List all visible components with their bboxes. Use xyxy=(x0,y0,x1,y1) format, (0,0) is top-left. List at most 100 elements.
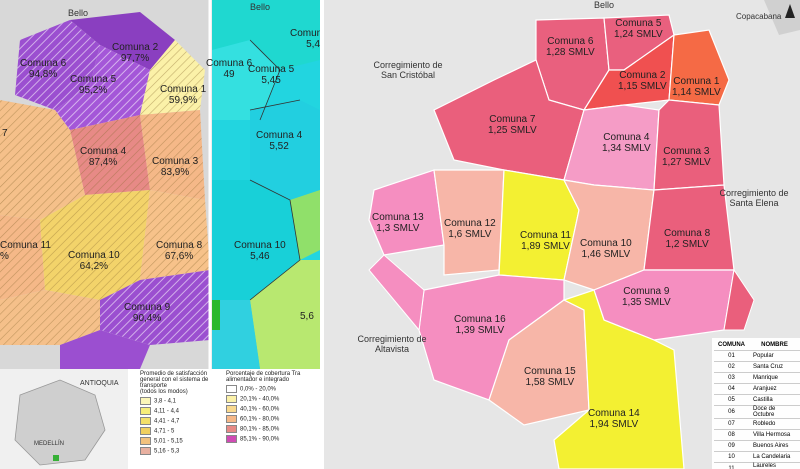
mid-comuna-label: Comuna 4 5,52 xyxy=(256,130,303,152)
legend-satisfaction-item: 3,8 - 4,1 xyxy=(140,397,220,405)
ref-header-comuna: COMUNA xyxy=(714,340,749,351)
right-comuna-label: Comuna 14 1,94 SMLV xyxy=(588,408,640,430)
place-altavista: Corregimiento de Altavista xyxy=(357,334,427,354)
right-comuna-label: Comuna 16 1,39 SMLV xyxy=(454,314,506,336)
right-comuna-label: Comuna 8 1,2 SMLV xyxy=(664,228,711,250)
left-comuna-2 xyxy=(70,12,175,70)
right-comuna-label: Comuna 1 1,14 SMLV xyxy=(672,76,721,98)
legend-coverage-title: Porcentaje de cobertura Tra alimentador … xyxy=(226,371,301,383)
place-san-cristobal: Corregimiento de San Cristóbal xyxy=(373,60,443,80)
ref-cell-code: 04 xyxy=(714,383,749,395)
legend-coverage-item: 20,1% - 40,0% xyxy=(226,395,320,403)
right-comuna-13 xyxy=(368,169,445,256)
ref-cell-name: Robledo xyxy=(749,418,800,430)
mid-comuna-label: Comuna 6 49 xyxy=(206,58,253,80)
right-comuna-3 xyxy=(653,99,725,191)
ref-cell-name: Manrique xyxy=(749,372,800,384)
legend-satisfaction-label: 4,71 - 5 xyxy=(154,428,175,435)
legend-satisfaction: Promedio de satisfacción general con el … xyxy=(140,371,220,457)
right-comuna-label: Comuna 12 1,6 SMLV xyxy=(444,218,496,240)
legend-coverage-label: 80,1% - 85,0% xyxy=(240,426,280,433)
table-row: 06 Doce de Octubre xyxy=(714,405,800,419)
legend-coverage-item: 85,1% - 90,0% xyxy=(226,435,320,443)
legend-coverage-label: 0,0% - 20,0% xyxy=(240,386,277,393)
legend-coverage-item: 80,1% - 85,0% xyxy=(226,425,320,433)
legend-satisfaction-items: 3,8 - 4,1 4,11 - 4,4 4,41 - 4,7 4,71 - 5 5,0… xyxy=(140,397,220,455)
table-row: 03 Manrique xyxy=(714,372,800,384)
right-comuna-label: Comuna 4 1,34 SMLV xyxy=(602,132,651,154)
table-row: 04 Aranjuez xyxy=(714,383,800,395)
left-comuna-label: Comuna 5 95,2% xyxy=(70,74,117,96)
legend-coverage-swatch xyxy=(226,395,237,403)
inset-antioquia-shape xyxy=(14,379,106,466)
ref-cell-code: 11 xyxy=(714,462,749,469)
north-arrow-icon xyxy=(785,4,795,18)
legend-satisfaction-label: 4,41 - 4,7 xyxy=(154,418,180,425)
legend-satisfaction-item: 4,11 - 4,4 xyxy=(140,407,220,415)
ref-cell-code: 09 xyxy=(714,440,749,452)
ref-cell-code: 07 xyxy=(714,418,749,430)
left-comuna-label: Comuna 9 90,4% xyxy=(124,302,171,324)
legend-coverage-item: 60,1% - 80,0% xyxy=(226,415,320,423)
right-comuna-label: Comuna 2 1,15 SMLV xyxy=(618,70,667,92)
ref-cell-code: 06 xyxy=(714,405,749,419)
left-top-label: Bello xyxy=(68,8,89,18)
place-santa-elena: Corregimiento de Santa Elena xyxy=(719,188,789,208)
right-comuna-label: Comuna 6 1,28 SMLV xyxy=(546,36,595,58)
ref-cell-code: 08 xyxy=(714,429,749,441)
legend-satisfaction-item: 4,71 - 5 xyxy=(140,427,220,435)
legend-satisfaction-swatch xyxy=(140,447,151,455)
table-row: 09 Buenos Aires xyxy=(714,440,800,452)
right-comuna-label: Comuna 15 1,58 SMLV xyxy=(524,366,576,388)
left-comuna-label: Comuna 8 67,6% xyxy=(156,240,203,262)
left-map-panel: Bello Bello Comuna 6 94,8% Comuna 2 97,7% … xyxy=(0,0,320,469)
legend-satisfaction-title: Promedio de satisfacción general con el … xyxy=(140,371,209,389)
right-top-label: Bello xyxy=(594,0,615,10)
legend-satisfaction-item: 5,16 - 5,3 xyxy=(140,447,220,455)
ref-cell-name: Aranjuez xyxy=(749,383,800,395)
right-comuna-1 xyxy=(668,29,730,106)
table-row: 08 Villa Hermosa xyxy=(714,429,800,441)
right-comuna-label: Comuna 11 1,89 SMLV xyxy=(520,230,571,252)
left-comuna-label: Comuna 3 83,9% xyxy=(152,156,199,178)
legend-coverage-items: 0,0% - 20,0% 20,1% - 40,0% 40,1% - 60,0% 60… xyxy=(226,385,320,443)
inset-city-label: MEDELLÍN xyxy=(34,441,65,447)
right-comuna-12 xyxy=(433,169,505,276)
legend-coverage-swatch xyxy=(226,435,237,443)
legend-coverage-item: 0,0% - 20,0% xyxy=(226,385,320,393)
ref-cell-name: Buenos Aires xyxy=(749,440,800,452)
ref-cell-name: Castilla xyxy=(749,394,800,406)
mid-comuna-label: Comuna 10 5,46 xyxy=(234,240,286,262)
legend-satisfaction-swatch xyxy=(140,427,151,435)
legend-satisfaction-swatch xyxy=(140,417,151,425)
legend-satisfaction-subtitle: (todos los modos) xyxy=(140,389,188,395)
table-row: 02 Santa Cruz xyxy=(714,361,800,373)
ref-cell-name: Laureles Estadio xyxy=(749,462,800,469)
legend-satisfaction-item: 5,01 - 5,15 xyxy=(140,437,220,445)
ref-header-nombre: NOMBRE xyxy=(749,340,800,351)
left-comuna-label: Comuna 4 87,4% xyxy=(80,146,127,168)
ref-cell-code: 05 xyxy=(714,394,749,406)
legend-coverage-label: 20,1% - 40,0% xyxy=(240,396,280,403)
right-comuna-label: Comuna 9 1,35 SMLV xyxy=(622,286,671,308)
ref-cell-code: 10 xyxy=(714,451,749,463)
legend-satisfaction-swatch xyxy=(140,407,151,415)
left-comuna-label: Comuna 2 97,7% xyxy=(112,42,159,64)
table-row: 10 La Candelaria xyxy=(714,451,800,463)
legend-coverage-label: 60,1% - 80,0% xyxy=(240,416,280,423)
legend-coverage: Porcentaje de cobertura Tra alimentador … xyxy=(226,371,320,445)
legend-coverage-swatch xyxy=(226,405,237,413)
right-comuna-label: Comuna 5 1,24 SMLV xyxy=(614,18,663,40)
reference-table-grid: COMUNA NOMBRE 01 Popular 02 Santa Cruz 03 Man… xyxy=(714,340,800,469)
left-comuna-label: Comuna 1 59,9% xyxy=(160,84,207,106)
right-map-shapes xyxy=(368,0,800,469)
legend-coverage-swatch xyxy=(226,425,237,433)
mid-comuna-label: Comuna 25,4 xyxy=(290,28,320,50)
legend-satisfaction-label: 5,16 - 5,3 xyxy=(154,448,180,455)
legend-satisfaction-label: 5,01 - 5,15 xyxy=(154,438,183,445)
reference-table: COMUNA NOMBRE 01 Popular 02 Santa Cruz 03 Man… xyxy=(714,340,800,469)
left-map-shapes xyxy=(0,0,320,469)
left-comuna-label: Comuna 10 64,2% xyxy=(68,250,120,272)
right-comuna-label: Comuna 13 1,3 SMLV xyxy=(372,212,424,234)
